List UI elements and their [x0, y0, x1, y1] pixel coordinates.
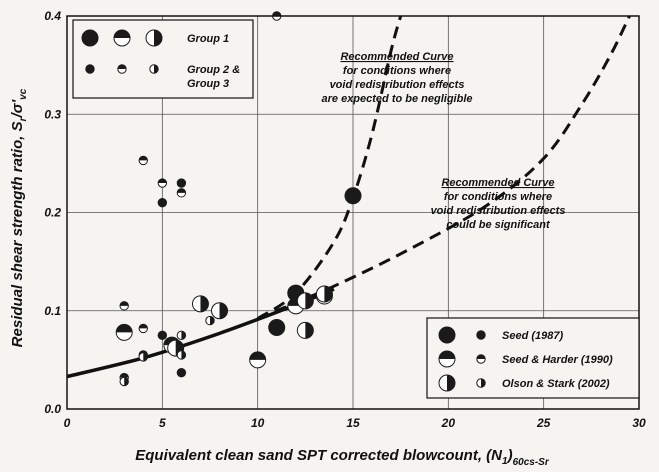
legend-seedharder-label: Seed & Harder (1990) — [502, 354, 613, 366]
data-point — [296, 321, 314, 339]
legend-symbol — [117, 64, 127, 74]
legend-symbol — [438, 326, 456, 344]
data-point — [249, 351, 267, 369]
legend-symbol — [476, 330, 486, 340]
annotation-negligible-line: are expected to be negligible — [322, 93, 473, 105]
legend-group23-label-line2: Group 3 — [187, 78, 229, 90]
legend-seed1987-label: Seed (1987) — [502, 330, 563, 342]
annotation-significant-line: void redistribution effects — [431, 205, 566, 217]
legend-sources-box — [426, 317, 640, 399]
legend-symbol — [145, 29, 163, 47]
data-point — [211, 302, 229, 320]
y-tick-label: 0.2 — [44, 206, 61, 220]
annotation-significant: Recommended Curve for conditions where v… — [431, 177, 566, 231]
annotation-negligible: Recommended Curve for conditions where v… — [322, 51, 473, 105]
plot-frame — [66, 15, 640, 410]
data-point — [344, 187, 362, 205]
y-tick-label: 0.3 — [44, 107, 61, 121]
data-point — [268, 318, 286, 336]
legend-symbol — [113, 29, 131, 47]
y-tick-label: 0.4 — [44, 9, 61, 23]
data-point — [176, 330, 187, 341]
legend-symbol — [85, 64, 95, 74]
annotation-significant-title: Recommended Curve — [441, 177, 554, 189]
data-point — [296, 292, 314, 310]
data-points — [115, 11, 362, 387]
x-tick-label: 20 — [441, 416, 456, 430]
legend-symbol — [476, 378, 486, 388]
legend-olsonstark-label: Olson & Stark (2002) — [502, 378, 610, 390]
data-point — [157, 330, 168, 341]
annotation-negligible-line: for conditions where — [343, 65, 451, 77]
y-tick-label: 0.0 — [44, 402, 61, 416]
data-point — [138, 323, 148, 334]
legend-source-symbols — [438, 326, 486, 392]
x-tick-label: 10 — [251, 416, 265, 430]
annotation-negligible-title: Recommended Curve — [340, 51, 453, 63]
y-axis-title: Residual shear strength ratio, Sr/σ'vc — [9, 88, 29, 347]
data-point — [157, 197, 168, 208]
annotation-significant-line: could be significant — [446, 219, 551, 231]
data-point — [205, 315, 215, 326]
data-point — [119, 376, 129, 387]
legend-groups: Group 1 Group 2 & Group 3 — [72, 19, 254, 99]
data-point — [176, 188, 187, 198]
data-point — [138, 155, 148, 166]
data-point — [315, 285, 333, 303]
legend-symbol — [149, 64, 159, 74]
legend-symbol — [476, 354, 486, 364]
x-tick-label: 0 — [64, 416, 71, 430]
x-axis-title: Equivalent clean sand SPT corrected blow… — [135, 447, 550, 468]
legend-symbol — [438, 350, 456, 368]
data-point — [176, 367, 187, 378]
legend-group1-label: Group 1 — [187, 33, 229, 45]
tick-labels: 0 5 10 15 20 25 30 0.0 0.1 0.2 0.3 0.4 — [44, 9, 646, 430]
data-point — [138, 352, 148, 362]
data-point — [119, 301, 129, 311]
data-point — [191, 295, 209, 313]
legend-sources: Seed (1987) Seed & Harder (1990) Olson &… — [426, 317, 640, 399]
x-tick-label: 25 — [536, 416, 551, 430]
legend-groups-box — [72, 19, 254, 99]
legend-symbol — [81, 29, 99, 47]
legend-group23-symbols — [85, 64, 159, 74]
x-tick-label: 15 — [346, 416, 360, 430]
annotation-significant-line: for conditions where — [444, 191, 552, 203]
y-tick-label: 0.1 — [44, 304, 61, 318]
x-tick-label: 30 — [632, 416, 646, 430]
curve-significant — [257, 15, 631, 320]
data-point — [176, 350, 187, 360]
data-point — [176, 178, 187, 188]
x-tick-label: 5 — [159, 416, 166, 430]
annotation-negligible-line: void redistribution effects — [330, 79, 465, 91]
legend-group1-symbols — [81, 29, 163, 47]
data-point — [115, 323, 133, 341]
data-point — [157, 178, 168, 188]
legend-symbol — [438, 374, 456, 392]
legend-group23-label-line1: Group 2 & — [187, 64, 240, 76]
